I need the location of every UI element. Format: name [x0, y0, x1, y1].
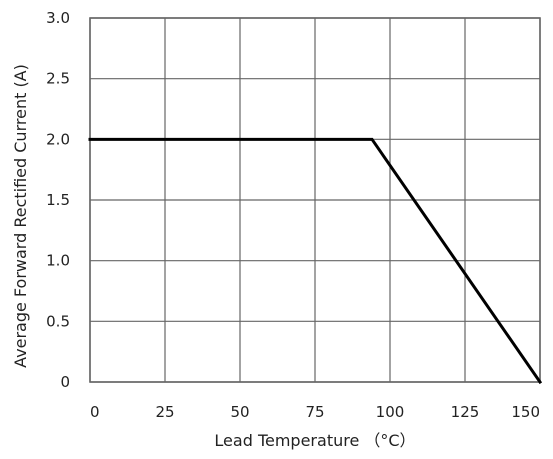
x-tick-label: 25 — [155, 403, 174, 421]
series-group — [88, 137, 543, 385]
y-tick-label: 3.0 — [46, 9, 70, 27]
x-axis-title: Lead Temperature （°C） — [214, 431, 415, 450]
series-line — [88, 137, 543, 385]
x-tick-label: 150 — [511, 403, 540, 421]
y-tick-label: 1.5 — [46, 191, 70, 209]
grid — [89, 17, 541, 383]
y-axis-title: Average Forward Rectified Current (A) — [11, 64, 30, 368]
y-tick-label: 2.5 — [46, 70, 70, 88]
x-tick-label: 0 — [90, 403, 100, 421]
x-tick-label: 100 — [376, 403, 405, 421]
x-tick-label: 50 — [230, 403, 249, 421]
x-axis-ticks: 0 25 50 75 100 125 150 — [90, 403, 540, 421]
y-tick-label: 0.5 — [46, 312, 70, 330]
y-tick-label: 1.0 — [46, 252, 70, 270]
x-tick-label: 125 — [451, 403, 480, 421]
y-axis-ticks: 0 0.5 1.0 1.5 2.0 2.5 3.0 — [46, 9, 70, 391]
y-tick-label: 0 — [60, 373, 70, 391]
plot-frame — [89, 17, 541, 383]
y-tick-label: 2.0 — [46, 130, 70, 148]
x-tick-label: 75 — [305, 403, 324, 421]
